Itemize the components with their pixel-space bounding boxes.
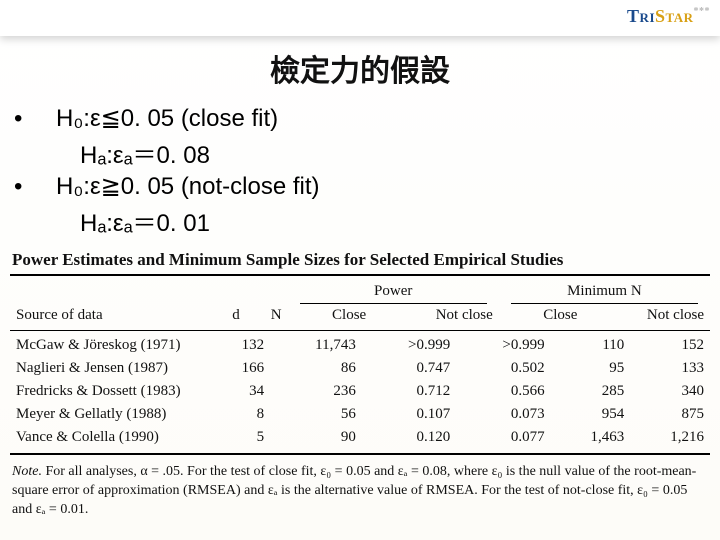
hypotheses-block: •H₀:ε≦0. 05 (close fit) Hₐ:εₐ＝0. 08 •H₀:…: [30, 104, 690, 238]
table-title: Power Estimates and Minimum Sample Sizes…: [10, 250, 710, 270]
cell-source: Vance & Colella (1990): [10, 426, 210, 449]
group-header-minn: Minimum N: [499, 280, 710, 303]
th-d: d: [210, 304, 246, 327]
cell-d: 34: [210, 380, 270, 403]
brand-logo: TriStar***: [627, 6, 710, 27]
cell-source: McGaw & Jöreskog (1971): [10, 334, 210, 357]
cell-min-notclose: 1,216: [630, 426, 710, 449]
brand-part-3: ***: [694, 6, 711, 17]
slide: TriStar*** 檢定力的假設 •H₀:ε≦0. 05 (close fit…: [0, 0, 720, 540]
table-row: Fredricks & Dossett (1983)342360.7120.56…: [10, 380, 710, 403]
power-table-body: McGaw & Jöreskog (1971)13211,743>0.999>0…: [10, 334, 710, 449]
cell-power-close: 0.107: [362, 403, 456, 426]
cell-d: 166: [210, 357, 270, 380]
cell-n: 56: [270, 403, 362, 426]
th-source: Source of data: [10, 304, 210, 327]
brand-part-1: Tri: [627, 6, 655, 26]
cell-d: 5: [210, 426, 270, 449]
cell-power-close: >0.999: [362, 334, 456, 357]
table-row: Naglieri & Jensen (1987)166860.7470.5029…: [10, 357, 710, 380]
hypothesis-line-3: H₀:ε≧0. 05 (not-close fit): [56, 173, 320, 200]
bullet-1: •H₀:ε≦0. 05 (close fit): [30, 104, 690, 133]
cell-power-close: 0.712: [362, 380, 456, 403]
cell-n: 90: [270, 426, 362, 449]
power-table: Power Minimum N Source of data d N Close…: [10, 280, 710, 327]
table-row: McGaw & Jöreskog (1971)13211,743>0.999>0…: [10, 334, 710, 357]
th-n: N: [246, 304, 288, 327]
rule-top: [10, 274, 710, 276]
th-power-close: Close: [288, 304, 373, 327]
cell-power-close: 0.747: [362, 357, 456, 380]
cell-power-notclose: 0.073: [456, 403, 550, 426]
cell-min-close: 110: [551, 334, 631, 357]
top-bar: TriStar***: [0, 0, 720, 36]
cell-min-close: 285: [551, 380, 631, 403]
cell-min-notclose: 875: [630, 403, 710, 426]
th-power-notclose: Not close: [372, 304, 499, 327]
th-min-close: Close: [499, 304, 584, 327]
hypothesis-line-1: H₀:ε≦0. 05 (close fit): [56, 105, 278, 132]
cell-min-close: 954: [551, 403, 631, 426]
cell-power-notclose: 0.566: [456, 380, 550, 403]
cell-power-notclose: >0.999: [456, 334, 550, 357]
cell-n: 86: [270, 357, 362, 380]
cell-min-notclose: 133: [630, 357, 710, 380]
table-note: Note. For all analyses, α = .05. For the…: [10, 459, 710, 520]
cell-min-notclose: 340: [630, 380, 710, 403]
cell-power-close: 0.120: [362, 426, 456, 449]
table-row: Meyer & Gellatly (1988)8560.1070.0739548…: [10, 403, 710, 426]
table-header-row: Source of data d N Close Not close Close…: [10, 304, 710, 327]
cell-n: 11,743: [270, 334, 362, 357]
note-label: Note.: [12, 464, 42, 479]
table-group-header-row: Power Minimum N: [10, 280, 710, 303]
brand-part-2: Star: [655, 6, 694, 26]
cell-min-close: 1,463: [551, 426, 631, 449]
cell-power-notclose: 0.502: [456, 357, 550, 380]
group-header-power: Power: [288, 280, 499, 303]
cell-d: 8: [210, 403, 270, 426]
cell-source: Fredricks & Dossett (1983): [10, 380, 210, 403]
embedded-table: Power Estimates and Minimum Sample Sizes…: [10, 250, 710, 520]
cell-n: 236: [270, 380, 362, 403]
th-min-notclose: Not close: [583, 304, 710, 327]
cell-source: Meyer & Gellatly (1988): [10, 403, 210, 426]
slide-title: 檢定力的假設: [0, 46, 720, 90]
table-row: Vance & Colella (1990)5900.1200.0771,463…: [10, 426, 710, 449]
rule-bottom: [10, 453, 710, 455]
cell-power-notclose: 0.077: [456, 426, 550, 449]
hypothesis-line-2: Hₐ:εₐ＝0. 08: [30, 135, 690, 170]
cell-min-notclose: 152: [630, 334, 710, 357]
cell-source: Naglieri & Jensen (1987): [10, 357, 210, 380]
cell-min-close: 95: [551, 357, 631, 380]
bullet-2: •H₀:ε≧0. 05 (not-close fit): [30, 172, 690, 201]
cell-d: 132: [210, 334, 270, 357]
note-body: For all analyses, α = .05. For the test …: [12, 464, 696, 517]
hypothesis-line-4: Hₐ:εₐ＝0. 01: [30, 203, 690, 238]
rule-mid: [10, 330, 710, 331]
